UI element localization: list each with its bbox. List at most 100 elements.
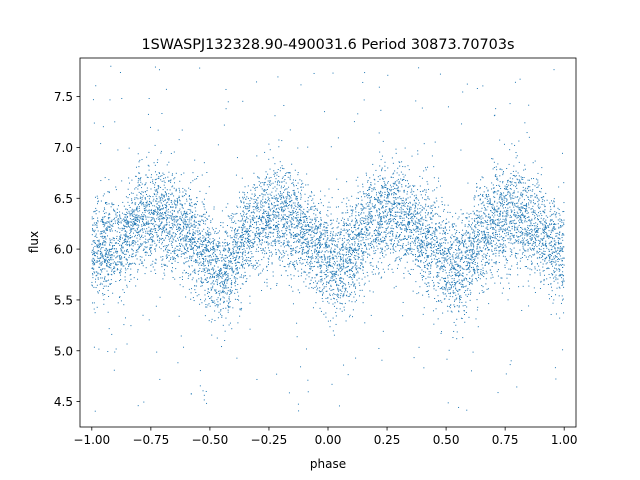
data-point xyxy=(191,247,193,249)
data-point xyxy=(556,269,558,271)
data-point xyxy=(283,168,285,170)
data-point xyxy=(211,259,213,261)
data-point xyxy=(109,217,111,219)
data-point xyxy=(428,285,430,287)
data-point xyxy=(320,236,322,238)
data-point xyxy=(438,244,440,246)
data-point xyxy=(492,232,494,234)
data-point xyxy=(199,255,201,257)
data-point xyxy=(200,215,202,217)
data-point xyxy=(376,237,378,239)
data-point xyxy=(320,232,322,234)
data-point xyxy=(244,237,246,239)
data-point xyxy=(330,252,332,254)
data-point xyxy=(343,235,345,237)
data-point xyxy=(419,175,421,177)
data-point xyxy=(419,223,421,225)
data-point xyxy=(557,278,559,280)
data-point xyxy=(184,257,186,259)
data-point xyxy=(250,212,252,214)
data-point xyxy=(309,222,311,224)
data-point xyxy=(434,254,436,256)
data-point xyxy=(463,280,465,281)
data-point xyxy=(255,202,257,203)
data-point xyxy=(192,231,194,233)
data-point xyxy=(379,257,381,259)
data-point xyxy=(99,260,101,262)
data-point xyxy=(212,300,214,302)
data-point xyxy=(162,238,164,239)
data-point xyxy=(417,250,419,252)
data-point xyxy=(307,200,309,202)
data-point xyxy=(402,244,404,246)
data-point xyxy=(227,250,229,252)
data-point xyxy=(538,265,540,267)
data-point xyxy=(273,195,275,197)
data-point xyxy=(517,196,519,198)
data-point xyxy=(453,304,455,306)
data-point xyxy=(139,172,141,174)
data-point xyxy=(112,204,114,206)
data-point xyxy=(331,277,333,279)
data-point xyxy=(395,214,397,216)
data-point xyxy=(256,267,258,269)
data-point xyxy=(445,257,447,259)
data-point xyxy=(508,202,510,204)
data-point xyxy=(487,228,489,230)
data-point xyxy=(552,258,554,260)
data-point xyxy=(199,262,201,264)
data-point xyxy=(184,239,186,241)
data-point xyxy=(232,241,234,243)
data-point xyxy=(302,262,304,264)
data-point xyxy=(103,216,105,218)
data-point xyxy=(132,228,134,230)
data-point xyxy=(412,225,414,226)
data-point xyxy=(418,245,420,247)
data-point xyxy=(519,209,521,211)
data-point xyxy=(510,198,512,200)
data-point xyxy=(208,251,210,253)
data-point xyxy=(171,186,173,188)
data-point xyxy=(474,230,476,232)
data-point xyxy=(191,215,193,217)
data-point xyxy=(314,240,316,242)
data-point xyxy=(255,228,257,230)
data-point xyxy=(435,236,437,237)
data-point xyxy=(445,280,446,282)
data-point xyxy=(240,274,242,276)
data-point xyxy=(162,228,164,230)
data-point xyxy=(263,229,265,231)
data-point xyxy=(334,235,336,237)
data-point xyxy=(282,176,284,178)
data-point xyxy=(408,222,410,224)
data-point xyxy=(97,197,99,199)
data-point xyxy=(378,272,380,274)
data-point xyxy=(533,249,535,251)
data-point xyxy=(315,280,317,282)
data-point xyxy=(502,214,504,216)
data-point xyxy=(554,256,556,258)
data-point xyxy=(511,211,513,213)
data-point xyxy=(489,199,491,201)
data-point xyxy=(263,213,265,215)
data-point xyxy=(400,239,402,241)
data-point xyxy=(371,211,373,213)
data-point xyxy=(211,296,213,298)
data-point xyxy=(308,272,310,274)
data-point xyxy=(357,203,359,205)
data-point xyxy=(253,209,255,211)
data-point xyxy=(242,257,244,259)
data-point xyxy=(327,237,329,239)
data-point xyxy=(247,241,249,243)
data-point xyxy=(136,209,138,211)
data-point xyxy=(531,231,533,233)
data-point xyxy=(126,244,128,246)
data-point xyxy=(185,245,187,247)
data-point xyxy=(390,211,392,213)
data-point xyxy=(409,249,411,251)
data-point xyxy=(387,268,389,270)
data-point xyxy=(205,390,207,392)
data-point xyxy=(267,173,269,175)
data-point xyxy=(192,233,194,235)
data-point xyxy=(494,208,496,210)
